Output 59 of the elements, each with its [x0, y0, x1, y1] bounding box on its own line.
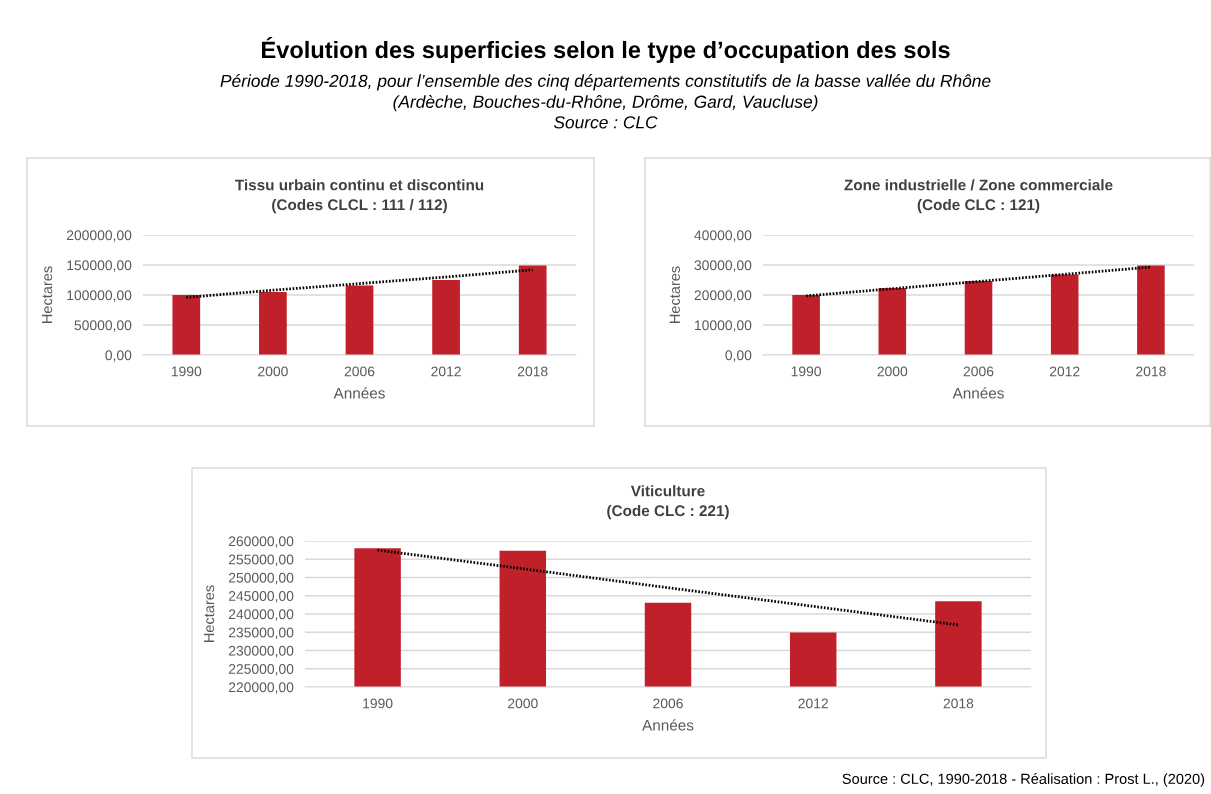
y-tick-label: 250000,00: [228, 572, 294, 585]
text: Période 1990-2018, pour l’ensemble des cinq départements constitutifs de la basse vallée du Rhône (Ardèche, Bouches-du-Rhône, Drôme, Gard, Vaucluse) Source : CLC: [220, 74, 991, 129]
y-tick-label: 245000,00: [228, 591, 294, 603]
line-series: [804, 265, 1153, 298]
y-tick-label: 30000,00: [694, 260, 752, 272]
x-tick-label: 1990: [171, 366, 202, 377]
x-tick-label: 2018: [1136, 366, 1166, 377]
bar: [259, 292, 287, 355]
y-tick-label: 225000,00: [228, 664, 294, 676]
x-tick-label: 2018: [517, 366, 548, 377]
x-tick-label: 2006: [344, 366, 375, 377]
x-axis-title: Années: [642, 719, 694, 731]
y-axis-title: Hectares: [42, 266, 53, 323]
bar: [345, 285, 374, 355]
y-tick-label: 230000,00: [228, 645, 294, 658]
chart-title: Zone industrielle / Zone commerciale (Code CLC : 121): [844, 179, 1113, 214]
chart-title: Tissu urbain continu et discontinu (Codes CLCL : 111 / 112): [235, 179, 484, 214]
x-tick-label: 2000: [258, 366, 288, 377]
source-note: Source : CLC, 1990-2018 - Réalisation : Prost L., (2020): [842, 773, 1205, 787]
bar: [964, 280, 993, 355]
bar: [432, 280, 460, 355]
text: Évolution des superficies selon le type d’occupation des sols: [262, 37, 950, 63]
y-tick-label: 150000,00: [67, 260, 132, 272]
y-tick-label: 20000,00: [694, 290, 752, 302]
bar: [792, 295, 820, 355]
x-tick-label: 2012: [798, 698, 828, 709]
bar: [878, 288, 907, 355]
x-tick-label: 2000: [877, 366, 908, 377]
y-tick-label: 50000,00: [74, 320, 132, 332]
x-tick-label: 1990: [363, 698, 393, 709]
y-tick-label: 100000,00: [67, 290, 132, 302]
x-axis-title: Années: [333, 387, 385, 399]
y-axis-title: Hectares: [204, 585, 215, 642]
chart-title: Viticulture (Code CLC : 221): [607, 485, 729, 520]
x-tick-label: 2000: [508, 698, 538, 709]
y-axis-title: Hectares: [669, 266, 680, 323]
x-axis-title: Années: [952, 387, 1004, 399]
y-tick-label: 10000,00: [695, 320, 752, 332]
y-tick-label: 0,00: [105, 350, 132, 362]
bar: [518, 265, 547, 355]
y-tick-label: 235000,00: [228, 627, 294, 640]
y-tick-label: 220000,00: [228, 682, 294, 694]
bar: [1137, 265, 1165, 355]
y-tick-label: 0,00: [725, 350, 752, 362]
y-tick-label: 240000,00: [228, 609, 294, 621]
line-series: [376, 548, 960, 627]
y-tick-label: 255000,00: [228, 554, 294, 567]
bar: [1050, 274, 1079, 355]
x-tick-label: 1990: [791, 366, 822, 377]
x-tick-label: 2006: [963, 366, 994, 377]
y-tick-label: 200000,00: [66, 230, 132, 242]
y-tick-label: 40000,00: [694, 230, 752, 242]
x-tick-label: 2012: [1049, 366, 1080, 377]
line-series: [184, 268, 535, 299]
x-tick-label: 2018: [943, 698, 974, 709]
x-tick-label: 2012: [431, 366, 461, 377]
y-tick-label: 260000,00: [228, 536, 294, 548]
bar: [172, 295, 201, 355]
x-tick-label: 2006: [653, 698, 683, 709]
